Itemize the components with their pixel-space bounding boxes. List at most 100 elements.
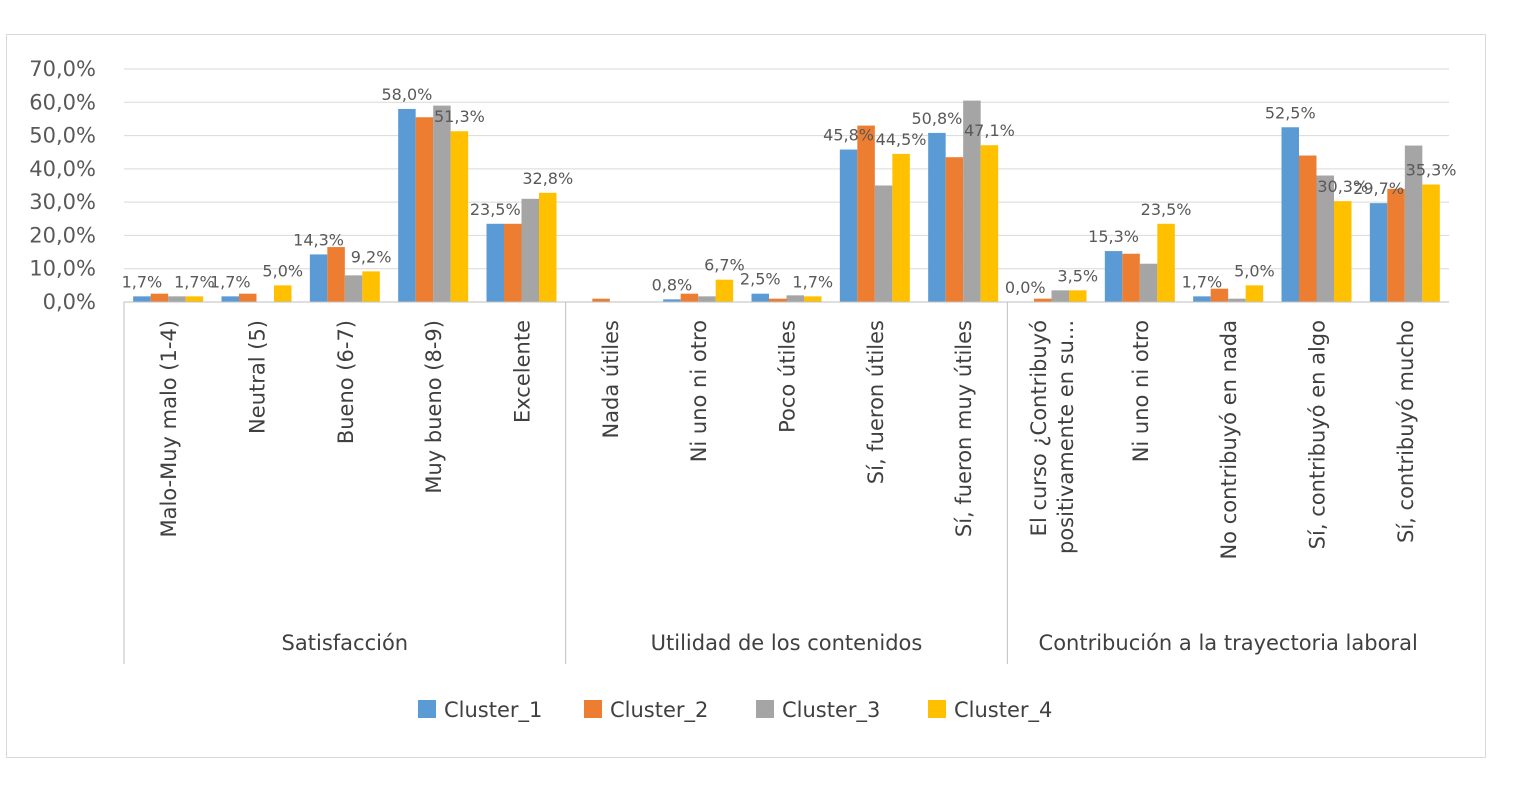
data-label: 5,0% (262, 261, 303, 280)
category-label: Ni uno ni otro (1129, 320, 1153, 462)
data-label: 50,8% (912, 109, 963, 128)
bar-cluster-4 (450, 131, 469, 302)
bar-cluster-3 (344, 275, 363, 302)
bar-cluster-1 (486, 223, 504, 302)
y-tick-label: 60,0% (29, 90, 96, 114)
bar-cluster-3 (1316, 175, 1334, 302)
group-label: Utilidad de los contenidos (651, 631, 923, 655)
data-label: 3,5% (1057, 266, 1098, 285)
data-label: 0,0% (1005, 278, 1046, 297)
data-label: 1,7% (1182, 272, 1223, 291)
category-label: Sí, fueron muy útiles (952, 320, 976, 537)
data-label: 30,3% (1317, 177, 1368, 196)
data-label: 6,7% (704, 256, 745, 275)
bar-cluster-2 (239, 293, 257, 302)
data-label: 23,5% (1141, 200, 1192, 219)
data-label: 9,2% (351, 247, 392, 266)
bar-cluster-2 (680, 293, 699, 302)
data-label: 52,5% (1265, 103, 1316, 122)
bar-cluster-1 (133, 296, 151, 302)
bar-cluster-1 (663, 299, 681, 302)
category-label: positivamente en su... (1054, 320, 1078, 554)
y-tick-label: 30,0% (29, 190, 96, 214)
data-label: 51,3% (434, 107, 485, 126)
data-label: 47,1% (964, 121, 1015, 140)
bar-cluster-1 (751, 293, 769, 302)
bar-cluster-1 (309, 254, 328, 302)
bar-cluster-3 (1139, 263, 1158, 302)
bar-cluster-4 (715, 279, 734, 302)
bar-cluster-1 (1193, 296, 1211, 302)
group-label: Satisfacción (282, 631, 409, 655)
bar-cluster-1 (1369, 203, 1388, 302)
bar-cluster-2 (504, 223, 522, 302)
bar-cluster-4 (892, 153, 910, 302)
legend-swatch (418, 700, 436, 718)
category-label: Poco útiles (776, 320, 800, 433)
group-label: Contribución a la trayectoria laboral (1039, 631, 1418, 655)
bar-cluster-2 (415, 117, 434, 302)
bar-cluster-1 (1281, 127, 1299, 302)
bar-cluster-2 (150, 293, 169, 302)
chart-frame (6, 34, 1486, 758)
category-label: El curso ¿Contribuyó (1027, 320, 1051, 536)
data-label: 2,5% (740, 270, 781, 289)
y-tick-label: 20,0% (29, 223, 96, 247)
data-label: 14,3% (293, 230, 344, 249)
category-label: Sí, fueron útiles (864, 320, 888, 484)
bar-cluster-4 (362, 271, 380, 302)
bar-cluster-4 (1334, 201, 1352, 302)
bar-cluster-3 (1051, 290, 1069, 302)
bar-cluster-2 (1299, 155, 1317, 302)
category-label: Bueno (6-7) (334, 320, 358, 444)
category-label: Nada útiles (599, 320, 623, 439)
bar-cluster-4 (185, 296, 204, 302)
bar-cluster-2 (857, 125, 875, 302)
bar-cluster-2 (327, 247, 345, 302)
bar-cluster-4 (1069, 290, 1087, 302)
category-label: Neutral (5) (246, 320, 270, 434)
y-tick-label: 40,0% (29, 157, 96, 181)
data-label: 1,7% (210, 272, 251, 291)
bar-cluster-3 (521, 198, 539, 302)
data-label: 44,5% (876, 130, 927, 149)
data-label: 23,5% (470, 200, 521, 219)
bar-cluster-3 (963, 100, 981, 302)
bar-cluster-1 (928, 132, 946, 302)
bar-cluster-2 (769, 298, 787, 302)
bar-cluster-1 (398, 108, 416, 302)
bar-cluster-2 (1210, 288, 1229, 302)
data-label: 58,0% (382, 85, 433, 104)
legend-label: Cluster_3 (782, 698, 880, 723)
data-label: 32,8% (522, 169, 573, 188)
legend-swatch (756, 700, 774, 718)
category-label: No contribuyó en nada (1217, 320, 1241, 560)
category-label: Ni uno ni otro (687, 320, 711, 462)
legend-swatch (584, 700, 602, 718)
bar-cluster-3 (1404, 145, 1423, 302)
legend-label: Cluster_2 (610, 698, 708, 723)
category-label: Muy bueno (8-9) (422, 320, 446, 494)
data-label: 5,0% (1234, 261, 1275, 280)
bar-cluster-1 (1104, 251, 1123, 302)
bar-cluster-3 (698, 296, 716, 302)
bar-cluster-2 (945, 157, 964, 302)
y-tick-label: 70,0% (29, 57, 96, 81)
y-tick-label: 10,0% (29, 257, 96, 281)
bar-cluster-3 (1228, 298, 1246, 302)
data-label: 1,7% (122, 272, 163, 291)
category-label: Sí, contribuyó en algo (1306, 320, 1330, 549)
legend-label: Cluster_1 (444, 698, 542, 723)
data-label: 0,8% (652, 275, 693, 294)
bar-cluster-4 (804, 296, 822, 302)
data-label: 29,7% (1353, 179, 1404, 198)
legend-swatch (928, 700, 946, 718)
data-label: 1,7% (174, 272, 215, 291)
data-label: 45,8% (823, 126, 874, 145)
legend-label: Cluster_4 (954, 698, 1052, 723)
bar-cluster-4 (539, 192, 557, 302)
y-tick-label: 0,0% (43, 290, 96, 314)
data-label: 35,3% (1406, 161, 1457, 180)
bar-cluster-4 (274, 285, 292, 302)
